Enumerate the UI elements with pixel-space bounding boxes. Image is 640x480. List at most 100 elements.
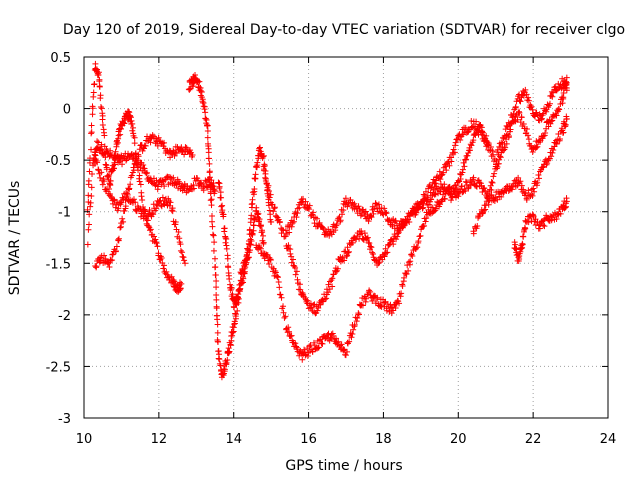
data-point (101, 252, 108, 259)
data-point (296, 281, 303, 288)
data-point (287, 333, 294, 340)
data-point (198, 179, 205, 186)
data-point (371, 292, 378, 299)
data-point (323, 295, 330, 302)
series-track-2 (84, 60, 185, 295)
data-point (267, 211, 274, 218)
data-point (563, 198, 570, 205)
data-point (142, 142, 149, 149)
data-point (97, 92, 104, 99)
data-point (326, 278, 333, 285)
data-point (213, 284, 220, 291)
data-point (556, 106, 563, 113)
data-point (355, 310, 362, 317)
data-point (311, 220, 318, 227)
data-point (218, 194, 225, 201)
data-point (453, 185, 460, 192)
data-point (88, 129, 95, 136)
data-point (115, 135, 122, 142)
data-point (562, 121, 569, 128)
x-tick-labels: 10 12 14 16 18 20 22 24 (76, 432, 617, 447)
data-point (322, 296, 329, 303)
data-point (161, 139, 168, 146)
data-point (496, 153, 503, 160)
data-point (245, 247, 252, 254)
data-point (343, 253, 350, 260)
data-point (525, 219, 532, 226)
data-point (130, 167, 137, 174)
data-point (169, 279, 176, 286)
data-point (226, 348, 233, 355)
data-point (261, 167, 268, 174)
data-point (519, 240, 526, 247)
data-point (183, 144, 190, 151)
data-point (306, 206, 313, 213)
data-point (500, 190, 507, 197)
data-point (361, 230, 368, 237)
data-point (460, 159, 467, 166)
data-point (548, 118, 555, 125)
data-point (539, 164, 546, 171)
data-point (272, 268, 279, 275)
data-point (500, 189, 507, 196)
data-point (359, 302, 366, 309)
data-point (167, 199, 174, 206)
data-point (107, 147, 114, 154)
data-point (516, 109, 523, 116)
data-point (262, 174, 269, 181)
series-track-5 (185, 72, 267, 381)
data-point (448, 158, 455, 165)
data-point (271, 204, 278, 211)
data-point (417, 232, 424, 239)
grid (84, 57, 608, 418)
data-point (106, 263, 113, 270)
x-axis-label: GPS time / hours (285, 458, 402, 474)
data-point (459, 189, 466, 196)
data-point (535, 171, 542, 178)
data-point (556, 135, 563, 142)
data-point (508, 186, 515, 193)
series-track-13 (511, 195, 570, 264)
data-point (256, 244, 263, 251)
data-point (125, 108, 132, 115)
data-point (231, 320, 238, 327)
data-point (267, 257, 274, 264)
data-point (260, 239, 267, 246)
data-point (132, 199, 139, 206)
data-point (155, 183, 162, 190)
data-point (340, 346, 347, 353)
data-point (212, 264, 219, 271)
data-point (479, 188, 486, 195)
data-point (523, 91, 530, 98)
data-point (289, 220, 296, 227)
data-point (476, 123, 483, 130)
data-point (99, 116, 106, 123)
data-point (334, 265, 341, 272)
data-point (314, 307, 321, 314)
data-point (468, 117, 475, 124)
data-point (365, 218, 372, 225)
data-point (203, 183, 210, 190)
data-point (310, 301, 317, 308)
data-point (536, 225, 543, 232)
data-point (325, 289, 332, 296)
data-point (127, 114, 134, 121)
data-point (484, 139, 491, 146)
data-point (147, 139, 154, 146)
data-point (117, 224, 124, 231)
data-point (299, 356, 306, 363)
data-point (450, 146, 457, 153)
x-tick-label: 20 (450, 432, 467, 447)
data-point (390, 241, 397, 248)
data-point (366, 287, 373, 294)
data-point (155, 134, 162, 141)
data-point (104, 172, 111, 179)
data-point (407, 258, 414, 265)
data-point (275, 278, 282, 285)
data-point (522, 86, 529, 93)
data-point (306, 202, 313, 209)
data-point (299, 349, 306, 356)
data-point (299, 289, 306, 296)
data-point (287, 250, 294, 257)
data-point (197, 84, 204, 91)
